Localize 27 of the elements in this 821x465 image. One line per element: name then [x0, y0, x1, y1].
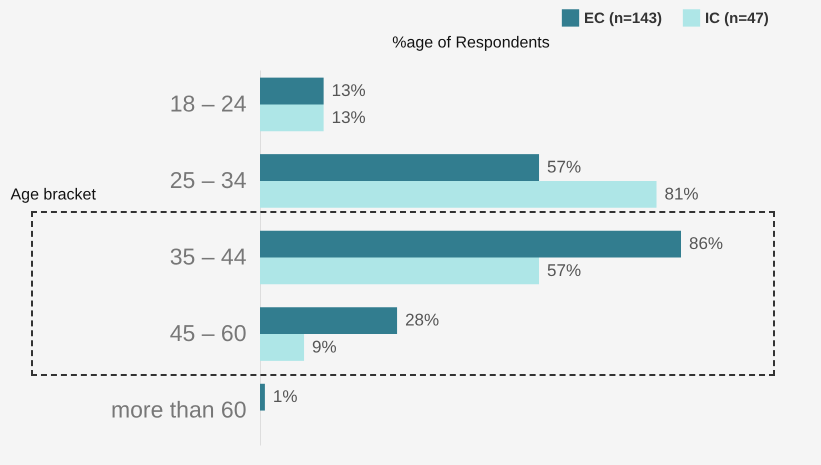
y-tick-label: more than 60: [110, 396, 246, 423]
data-label: 13%: [332, 108, 366, 127]
data-label: 13%: [332, 81, 366, 100]
data-label: 57%: [547, 260, 582, 280]
bar: [260, 78, 324, 104]
x-axis-title: %age of Respondents: [392, 34, 550, 52]
data-label: 81%: [664, 184, 699, 204]
data-label: 28%: [405, 310, 440, 330]
bar: [260, 180, 657, 208]
data-label: 57%: [547, 158, 582, 177]
legend-label: IC (n=47): [705, 10, 769, 27]
y-tick-label: 25 – 34: [170, 166, 247, 193]
bar: [260, 384, 265, 411]
bar: [260, 258, 540, 284]
data-label: 9%: [312, 337, 337, 356]
bar: [260, 230, 681, 258]
bar: [260, 104, 324, 132]
y-tick-label: 45 – 60: [170, 320, 246, 346]
data-label: 1%: [272, 387, 298, 406]
data-label: 86%: [689, 234, 724, 254]
legend-label: EC (n=143): [584, 10, 662, 27]
bar: [260, 334, 304, 361]
bar: [260, 307, 398, 334]
y-tick-label: 18 – 24: [170, 90, 247, 116]
bar: [260, 154, 540, 181]
y-axis-title: Age bracket: [10, 186, 96, 204]
y-tick-label: 35 – 44: [170, 244, 247, 270]
